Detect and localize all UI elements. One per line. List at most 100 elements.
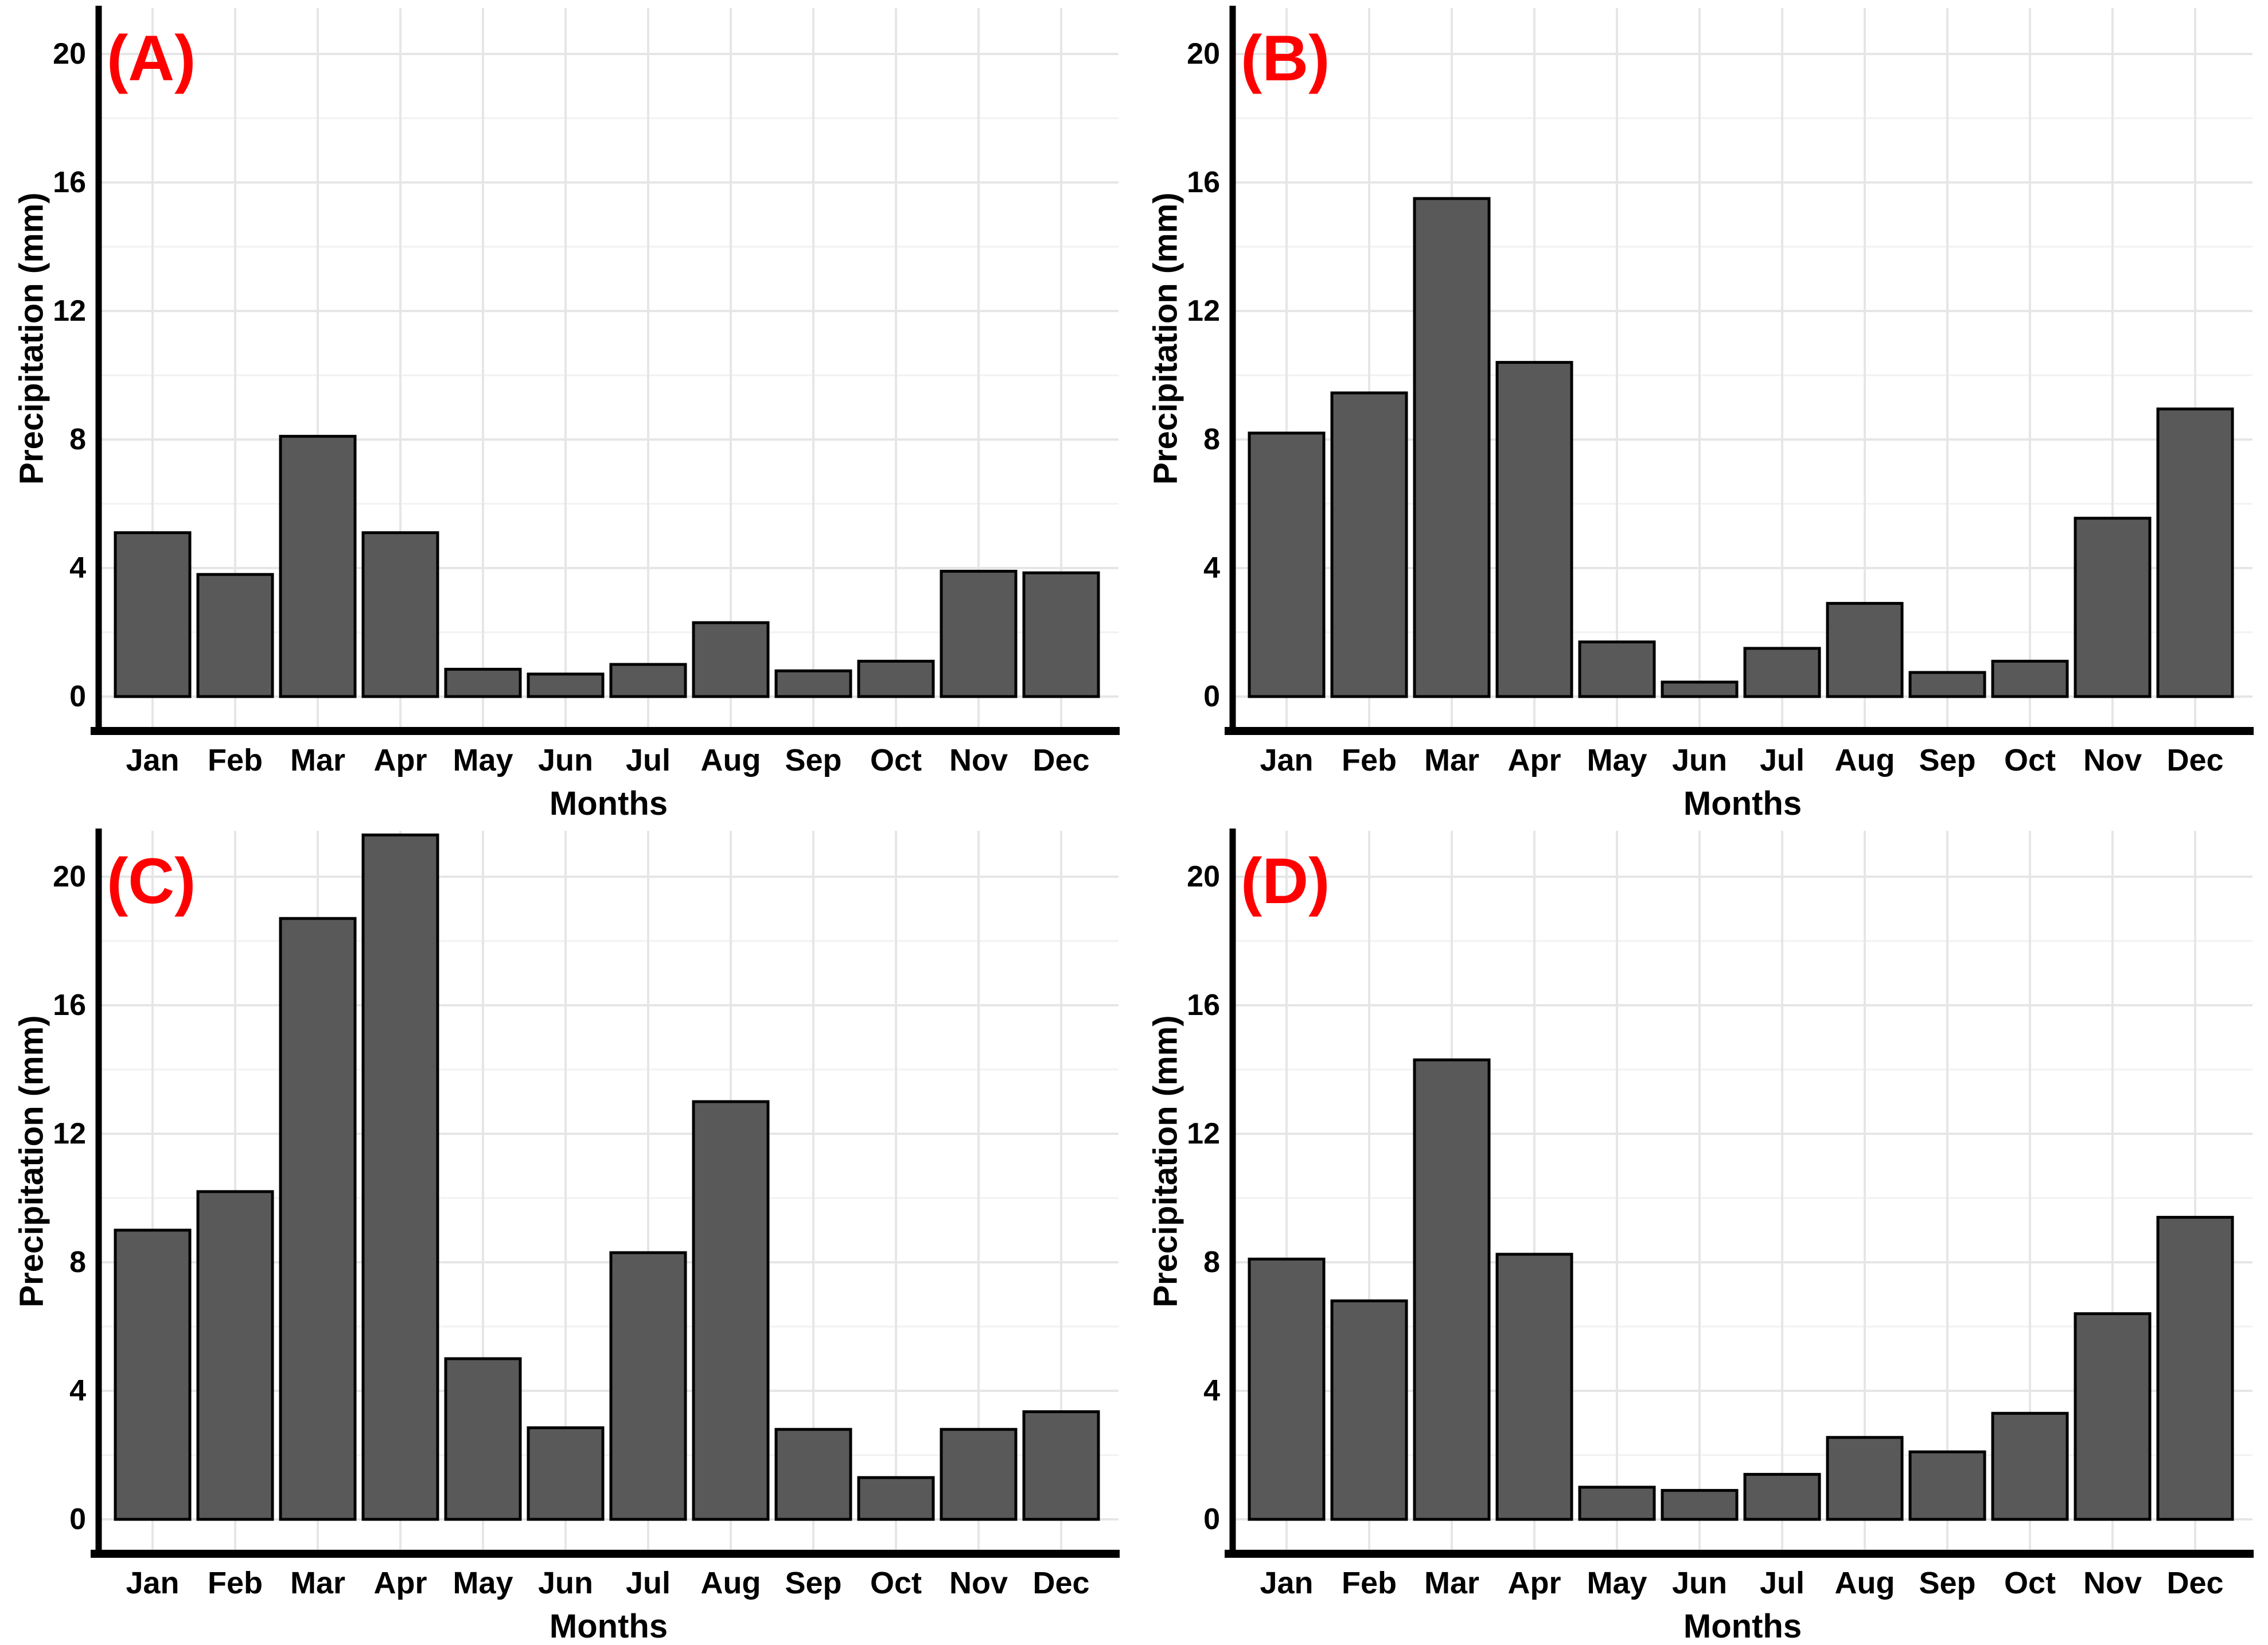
panel-letter-d: (D) bbox=[1241, 845, 1330, 917]
bar-jun bbox=[527, 672, 605, 698]
bar-mar bbox=[279, 917, 357, 1521]
y-axis-title: Precipitation (mm) bbox=[13, 1015, 50, 1307]
bar-apr bbox=[1495, 361, 1573, 698]
y-tick-label-12: 12 bbox=[1187, 1117, 1220, 1150]
bar-may bbox=[1578, 1485, 1656, 1521]
bar-apr bbox=[361, 833, 439, 1521]
x-axis-title: Months bbox=[1684, 785, 1802, 822]
bar-apr bbox=[361, 531, 439, 698]
bar-feb bbox=[196, 573, 274, 698]
y-tick-label-8: 8 bbox=[69, 1246, 86, 1279]
bar-jul bbox=[1743, 1473, 1821, 1521]
y-tick-labels-d: 0 4 8 12 16 20 bbox=[1187, 860, 1220, 1536]
x-tick-label-jul: Jul bbox=[626, 1566, 671, 1600]
x-tick-label-jun: Jun bbox=[538, 743, 593, 777]
y-tick-label-4: 4 bbox=[1203, 1374, 1220, 1407]
x-tick-label-oct: Oct bbox=[870, 743, 922, 777]
x-tick-label-jun: Jun bbox=[538, 1566, 593, 1600]
y-tick-label-16: 16 bbox=[1187, 989, 1220, 1022]
x-tick-label-nov: Nov bbox=[2083, 743, 2142, 777]
y-tick-label-8: 8 bbox=[69, 423, 86, 456]
y-tick-label-8: 8 bbox=[1203, 423, 1220, 456]
x-tick-label-apr: Apr bbox=[1508, 1566, 1561, 1600]
bar-jun bbox=[1661, 1489, 1739, 1521]
bar-oct bbox=[1991, 659, 2069, 698]
x-tick-label-may: May bbox=[453, 1566, 513, 1600]
bar-jul bbox=[1743, 647, 1821, 698]
bar-feb bbox=[1330, 391, 1408, 698]
x-tick-label-sep: Sep bbox=[1919, 1566, 1975, 1600]
x-tick-label-nov: Nov bbox=[949, 1566, 1008, 1600]
bar-dec bbox=[2156, 1216, 2234, 1521]
y-tick-label-20: 20 bbox=[1187, 860, 1220, 893]
x-tick-label-dec: Dec bbox=[1032, 1566, 1089, 1600]
bar-oct bbox=[857, 1476, 935, 1521]
x-tick-label-jan: Jan bbox=[126, 743, 179, 777]
bar-jan bbox=[1248, 431, 1326, 698]
x-tick-label-apr: Apr bbox=[1508, 743, 1561, 777]
bar-aug bbox=[692, 1100, 770, 1521]
panel-chart-c: 0 4 8 12 16 20 Jan Feb Mar Apr May Jun Jul Aug Sep Oct N… bbox=[0, 823, 1134, 1645]
x-tick-label-mar: Mar bbox=[1424, 1566, 1479, 1600]
bar-mar bbox=[279, 434, 357, 698]
bar-apr bbox=[1495, 1253, 1573, 1521]
x-tick-label-feb: Feb bbox=[1342, 743, 1397, 777]
y-tick-label-0: 0 bbox=[69, 680, 86, 713]
bar-oct bbox=[1991, 1411, 2069, 1521]
x-tick-label-jul: Jul bbox=[1760, 743, 1805, 777]
bar-sep bbox=[1908, 671, 1986, 698]
bar-mar bbox=[1413, 197, 1491, 698]
x-tick-label-apr: Apr bbox=[374, 743, 427, 777]
x-tick-label-sep: Sep bbox=[785, 743, 841, 777]
y-axis-title: Precipitation (mm) bbox=[1147, 1015, 1184, 1307]
x-tick-label-mar: Mar bbox=[290, 743, 345, 777]
bar-feb bbox=[196, 1190, 274, 1521]
x-axis-title: Months bbox=[550, 1608, 668, 1645]
x-tick-label-nov: Nov bbox=[949, 743, 1008, 777]
bars-a bbox=[114, 434, 1100, 698]
y-tick-label-8: 8 bbox=[1203, 1246, 1220, 1279]
x-tick-label-feb: Feb bbox=[1342, 1566, 1397, 1600]
x-tick-label-may: May bbox=[1587, 743, 1647, 777]
x-tick-label-nov: Nov bbox=[2083, 1566, 2142, 1600]
x-tick-label-aug: Aug bbox=[1835, 743, 1895, 777]
bar-jun bbox=[1661, 680, 1739, 698]
x-tick-labels-c: Jan Feb Mar Apr May Jun Jul Aug Sep Oct Nov Dec bbox=[126, 1566, 1089, 1600]
bars-d bbox=[1248, 1058, 2234, 1521]
y-tick-label-16: 16 bbox=[53, 989, 86, 1022]
y-tick-label-16: 16 bbox=[53, 166, 86, 199]
y-tick-label-20: 20 bbox=[53, 37, 86, 71]
x-axis-title: Months bbox=[550, 785, 668, 822]
x-tick-labels-b: Jan Feb Mar Apr May Jun Jul Aug Sep Oct Nov Dec bbox=[1260, 743, 2223, 777]
gridlines-minor-a bbox=[99, 117, 1119, 633]
x-tick-label-sep: Sep bbox=[785, 1566, 841, 1600]
y-tick-labels-b: 0 4 8 12 16 20 bbox=[1187, 37, 1220, 713]
bar-jul bbox=[609, 663, 687, 698]
bars-b bbox=[1248, 197, 2234, 698]
bar-nov bbox=[940, 570, 1018, 698]
x-tick-label-jan: Jan bbox=[1260, 1566, 1313, 1600]
x-tick-label-mar: Mar bbox=[1424, 743, 1479, 777]
x-tick-label-dec: Dec bbox=[1032, 743, 1089, 777]
chart-svg-d: 0 4 8 12 16 20 Jan Feb Mar Apr May Jun Jul Aug Sep Oct N… bbox=[1147, 829, 2254, 1645]
y-tick-label-4: 4 bbox=[69, 1374, 86, 1407]
x-tick-label-dec: Dec bbox=[2166, 743, 2223, 777]
bar-jan bbox=[114, 1228, 192, 1521]
x-tick-label-aug: Aug bbox=[1835, 1566, 1895, 1600]
bar-aug bbox=[1826, 602, 1904, 698]
x-tick-label-jun: Jun bbox=[1672, 1566, 1727, 1600]
bar-mar bbox=[1413, 1058, 1491, 1521]
panel-letter-b: (B) bbox=[1241, 22, 1330, 94]
x-tick-label-feb: Feb bbox=[208, 743, 263, 777]
panel-chart-b: 0 4 8 12 16 20 Jan Feb Mar Apr May Jun Jul Aug Sep Oct N… bbox=[1134, 0, 2268, 822]
y-tick-labels-a: 0 4 8 12 16 20 bbox=[53, 37, 86, 713]
panel-letter-a: (A) bbox=[107, 22, 196, 94]
bar-may bbox=[1578, 640, 1656, 698]
bar-dec bbox=[2156, 407, 2234, 698]
x-tick-label-may: May bbox=[1587, 1566, 1647, 1600]
x-tick-label-sep: Sep bbox=[1919, 743, 1975, 777]
bar-jun bbox=[527, 1426, 605, 1521]
bar-may bbox=[444, 667, 522, 698]
x-tick-label-aug: Aug bbox=[701, 1566, 761, 1600]
x-tick-labels-d: Jan Feb Mar Apr May Jun Jul Aug Sep Oct Nov Dec bbox=[1260, 1566, 2223, 1600]
